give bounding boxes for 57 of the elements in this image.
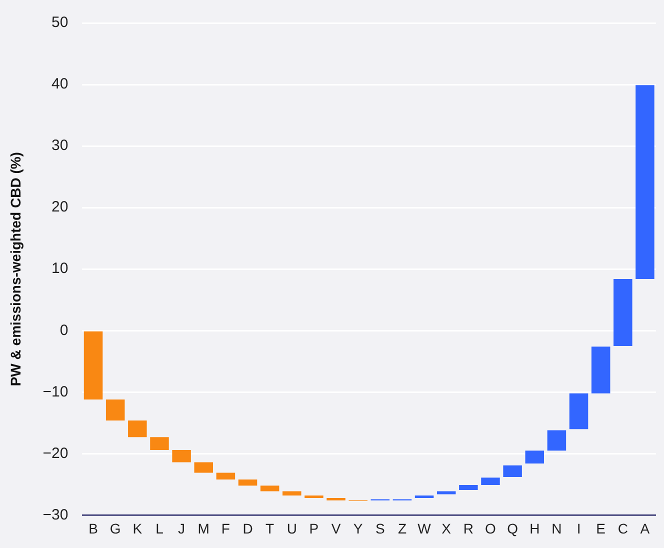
- bar: [238, 480, 258, 486]
- bar: [459, 485, 478, 490]
- x-tick-label: Q: [507, 520, 518, 536]
- x-tick-label: M: [198, 520, 210, 536]
- x-tick-label: J: [178, 520, 186, 536]
- y-tick-label: 10: [52, 260, 68, 278]
- y-axis-title: PW & emissions-weighted CBD (%): [7, 152, 24, 386]
- x-tick-label: U: [286, 520, 297, 536]
- bar: [282, 491, 302, 496]
- bar: [436, 491, 456, 494]
- bar: [128, 420, 147, 438]
- y-tick-label: 40: [52, 76, 68, 93]
- x-tick-label: X: [442, 520, 452, 536]
- y-tick-label: 50: [52, 14, 68, 32]
- bar: [326, 498, 346, 500]
- bar: [172, 450, 191, 462]
- x-tick-label: P: [309, 520, 319, 536]
- x-tick-label: T: [266, 520, 275, 536]
- x-tick-label: R: [463, 520, 474, 536]
- bar: [106, 400, 125, 420]
- x-tick-label: L: [156, 520, 164, 536]
- y-tick-label: 30: [52, 137, 68, 154]
- bar: [591, 346, 610, 394]
- x-tick-label: O: [485, 520, 496, 536]
- x-tick-label: G: [110, 520, 121, 536]
- bar: [194, 462, 213, 473]
- x-tick-label: D: [242, 520, 253, 536]
- bar: [216, 472, 236, 480]
- bar: [481, 478, 500, 486]
- x-tick-label: C: [618, 520, 628, 536]
- bar: [84, 331, 103, 400]
- bar: [547, 430, 566, 451]
- y-tick-label: −10: [42, 383, 68, 400]
- bar: [150, 437, 169, 450]
- x-tick-label: I: [576, 520, 581, 536]
- x-tick-label: W: [418, 520, 432, 536]
- x-tick-label: Y: [353, 520, 364, 536]
- y-tick-label: −20: [42, 444, 68, 462]
- x-tick-label: A: [640, 520, 650, 536]
- bar: [636, 85, 654, 279]
- y-tick-label: 20: [52, 198, 68, 216]
- bar: [503, 465, 522, 478]
- bar: [260, 486, 280, 492]
- x-tick-label: B: [88, 520, 98, 536]
- bar: [525, 450, 544, 464]
- y-tick-label: −30: [42, 506, 68, 524]
- bar: [614, 278, 632, 346]
- x-tick-label: F: [221, 520, 230, 536]
- y-tick-label: 0: [60, 322, 68, 339]
- x-tick-label: S: [375, 520, 385, 536]
- x-tick-label: Z: [398, 520, 407, 536]
- x-tick-label: V: [331, 520, 342, 536]
- x-tick-label: E: [596, 520, 606, 536]
- x-tick-label: K: [132, 520, 143, 536]
- bar: [569, 393, 588, 430]
- x-tick-label: H: [530, 520, 540, 536]
- x-tick-label: N: [552, 520, 562, 536]
